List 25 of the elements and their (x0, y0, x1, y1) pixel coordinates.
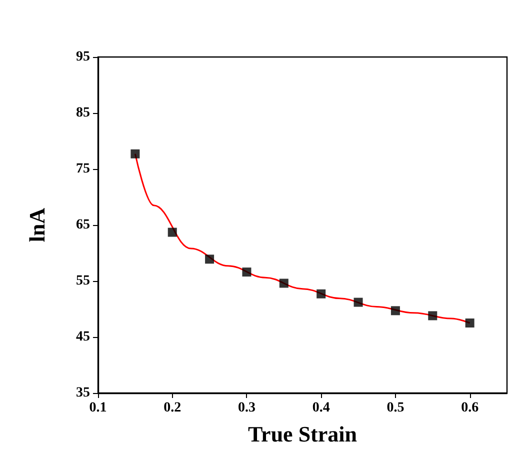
point (279, 278, 288, 288)
point (205, 254, 214, 264)
y-tick-label: 75 (76, 162, 90, 176)
point (354, 298, 363, 307)
x-tick-label: 0.5 (386, 400, 404, 416)
x-tick-label: 0.3 (238, 400, 256, 416)
point (168, 228, 177, 237)
y-tick-label: 55 (76, 274, 90, 288)
x-tick-label: 0.6 (461, 400, 479, 416)
x-tick-label: 0.4 (312, 400, 330, 416)
y-tick-label: 65 (76, 218, 90, 232)
x-tick-label: 0.2 (164, 400, 182, 416)
point (242, 268, 252, 277)
point (428, 311, 438, 320)
y-axis-title: lnA (24, 208, 50, 242)
y-tick-label: 85 (76, 106, 90, 120)
point (316, 289, 326, 298)
point (465, 318, 474, 328)
point (390, 306, 400, 316)
x-tick-label: 0.1 (89, 400, 107, 416)
y-tick-label: 45 (76, 330, 90, 344)
y-tick-label: 35 (76, 386, 90, 400)
x-axis-title: True Strain (248, 422, 357, 446)
y-tick-label: 95 (76, 50, 90, 64)
point (130, 149, 140, 158)
